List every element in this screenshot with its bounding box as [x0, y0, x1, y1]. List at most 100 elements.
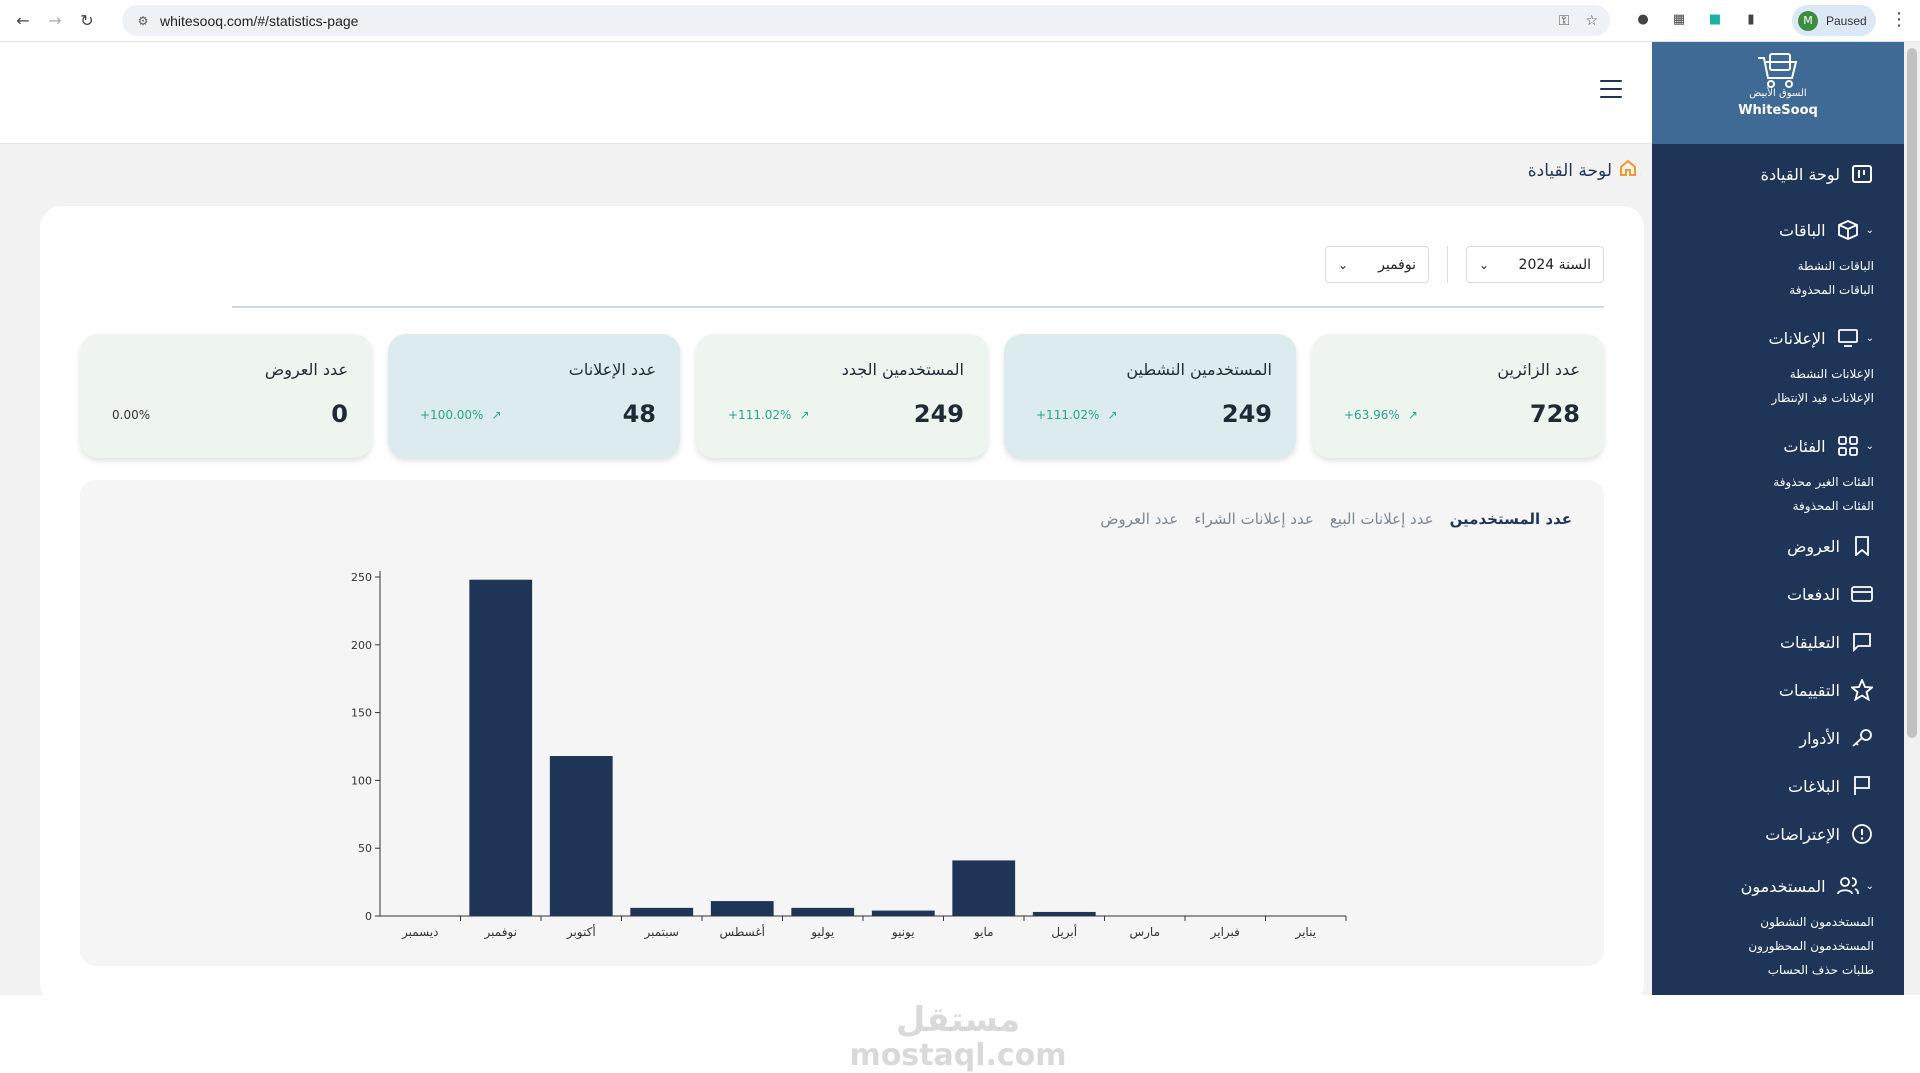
bookmark-star-icon[interactable]: ☆	[1585, 12, 1598, 29]
sidebar-logo[interactable]: السوق الأبيض WhiteSooq	[1652, 42, 1904, 144]
sidebar-item-label: الفئات	[1783, 436, 1826, 456]
sidebar-subitem-packages-deleted[interactable]: الباقات المحذوفة	[1789, 283, 1874, 297]
sidebar-item-ratings[interactable]: التقييمات	[1652, 666, 1904, 714]
sidebar-item-roles[interactable]: الأدوار	[1652, 714, 1904, 762]
alert-circle-icon	[1850, 822, 1874, 846]
stat-label: عدد العروض	[264, 360, 348, 379]
dashboard-icon	[1850, 162, 1874, 186]
stat-card-active-users: المستخدمين النشطين 249 +111.02% ↗	[1004, 334, 1296, 458]
stat-trend: +100.00% ↗	[420, 408, 502, 422]
stat-value: 0	[331, 400, 348, 428]
chevron-down-icon: ⌄	[1865, 224, 1874, 236]
sidebar-item-label: الإعلانات	[1768, 328, 1826, 348]
extension-square-icon[interactable]: ■	[1708, 11, 1722, 27]
stat-trend-value: +111.02%	[1036, 408, 1100, 422]
x-tick-label: مايو	[973, 925, 994, 940]
sidebar-item-packages[interactable]: الباقات ⌄	[1652, 206, 1904, 254]
sidebar-item-objections[interactable]: الإعتراضات	[1652, 810, 1904, 858]
sidebar-subitem-categories-active[interactable]: الفئات الغير محذوفة	[1773, 475, 1874, 489]
credit-card-icon	[1850, 582, 1874, 606]
sidebar-item-label: لوحة القيادة	[1760, 164, 1840, 184]
stat-value: 249	[913, 400, 964, 428]
reload-icon[interactable]: ↻	[80, 11, 94, 30]
sidebar-item-label: الباقات	[1779, 220, 1826, 240]
users-submenu: المستخدمون النشطون المستخدمون المحظورون …	[1652, 910, 1904, 982]
stat-card-offers: عدد العروض 0 0.00%	[80, 334, 372, 458]
back-icon[interactable]: ←	[16, 11, 30, 30]
sidebar-subitem-users-banned[interactable]: المستخدمون المحظورون	[1748, 939, 1874, 953]
x-tick-label: مارس	[1129, 925, 1160, 940]
sidebar-subitem-ads-pending[interactable]: الإعلانات قيد الإنتظار	[1771, 391, 1874, 405]
month-select[interactable]: نوفمير ⌄	[1325, 246, 1429, 283]
logo-text-ar: السوق الأبيض	[1749, 88, 1807, 99]
forward-icon[interactable]: →	[48, 11, 62, 30]
extensions-puzzle-icon[interactable]: ▮	[1747, 11, 1755, 27]
sidebar-item-ads[interactable]: الإعلانات ⌄	[1652, 314, 1904, 362]
key-icon	[1850, 726, 1874, 750]
sidebar-item-label: التقييمات	[1778, 680, 1840, 700]
address-bar[interactable]: ⚙ whitesooq.com/#/statistics-page ⚿ ☆	[122, 5, 1610, 36]
sidebar-item-label: الدفعات	[1786, 584, 1840, 604]
year-select[interactable]: السنة 2024 ⌄	[1466, 246, 1604, 283]
code-extension-icon[interactable]: ▦	[1672, 11, 1686, 27]
sidebar-item-label: الإعتراضات	[1765, 824, 1840, 844]
x-tick-label: أبريل	[1051, 924, 1077, 940]
sidebar-item-categories[interactable]: الفئات ⌄	[1652, 422, 1904, 470]
categories-grid-icon	[1836, 434, 1860, 458]
chevron-down-icon: ⌄	[1479, 257, 1490, 272]
password-key-icon[interactable]: ⚿	[1558, 12, 1570, 29]
breadcrumb: لوحة القيادة	[1528, 158, 1638, 183]
stat-trend-value: +111.02%	[728, 408, 792, 422]
sidebar-item-comments[interactable]: التعليقات	[1652, 618, 1904, 666]
watermark-en: mostaql.com	[849, 1038, 1067, 1073]
sidebar-item-label: الأدوار	[1799, 728, 1840, 748]
stat-value: 249	[1221, 400, 1272, 428]
profile-button[interactable]: M Paused	[1792, 5, 1876, 36]
watermark: مستقل mostaql.com	[838, 1001, 1078, 1073]
site-info-icon[interactable]: ⚙	[137, 13, 149, 28]
tab-sale-ads-count[interactable]: عدد إعلانات البيع	[1329, 510, 1434, 528]
month-select-value: نوفمير	[1378, 256, 1416, 273]
sidebar-subitem-packages-active[interactable]: الباقات النشطة	[1797, 259, 1874, 273]
ads-submenu: الإعلانات النشطة الإعلانات قيد الإنتظار	[1652, 362, 1904, 410]
page-scrollbar-thumb[interactable]	[1907, 48, 1917, 738]
sidebar-item-payments[interactable]: الدفعات	[1652, 570, 1904, 618]
sidebar-item-label: العروض	[1787, 536, 1840, 556]
x-tick-label: يناير	[1294, 925, 1316, 940]
sidebar-subitem-users-delete-requests[interactable]: طلبات حذف الحساب	[1767, 963, 1874, 977]
sidebar-menu: لوحة القيادة الباقات ⌄ الباقات النشطة ال…	[1652, 150, 1904, 982]
app-header	[0, 42, 1652, 144]
chevron-down-icon: ⌄	[1865, 880, 1874, 892]
stat-trend: +111.02% ↗	[1036, 408, 1118, 422]
comment-icon	[1850, 630, 1874, 654]
stat-trend-value: 0.00%	[112, 408, 151, 422]
home-icon[interactable]	[1618, 158, 1638, 183]
tab-offers-count[interactable]: عدد العروض	[1100, 510, 1179, 528]
profile-status: Paused	[1826, 13, 1867, 28]
stat-trend-value: +100.00%	[420, 408, 484, 422]
tab-purchase-ads-count[interactable]: عدد إعلانات الشراء	[1194, 510, 1314, 528]
shopping-cart-logo-icon	[1758, 53, 1798, 88]
stats-row: عدد الزائرين 728 +63.96% ↗ المستخدمين الن…	[80, 334, 1604, 458]
x-tick-label: يونيو	[891, 925, 915, 940]
chart-panel: عدد المستخدمين عدد إعلانات البيع عدد إعل…	[80, 480, 1604, 966]
filters: السنة 2024 ⌄ نوفمير ⌄	[1325, 246, 1604, 283]
sidebar-item-reports[interactable]: البلاغات	[1652, 762, 1904, 810]
sidebar-item-users[interactable]: المستخدمون ⌄	[1652, 862, 1904, 910]
extension-icon[interactable]: ●	[1637, 11, 1649, 27]
url-text[interactable]: whitesooq.com/#/statistics-page	[160, 12, 359, 29]
year-select-value: السنة 2024	[1518, 256, 1591, 273]
sidebar-item-dashboard[interactable]: لوحة القيادة	[1652, 150, 1904, 198]
tab-users-count[interactable]: عدد المستخدمين	[1449, 510, 1572, 528]
sidebar-item-offers[interactable]: العروض	[1652, 522, 1904, 570]
sidebar-subitem-categories-deleted[interactable]: الفئات المحذوفة	[1792, 499, 1874, 513]
bar-chart: 0 50 100 150 200 250 ديسمبر نوفمبر أكتوبر سبتمبر أ…	[351, 571, 1347, 940]
sidebar-subitem-ads-active[interactable]: الإعلانات النشطة	[1789, 367, 1874, 381]
hamburger-menu-icon[interactable]	[1600, 80, 1622, 98]
filter-divider	[1447, 246, 1448, 283]
browser-menu-icon[interactable]: ⋮	[1890, 9, 1908, 30]
stat-value: 48	[622, 400, 656, 428]
sidebar-subitem-users-active[interactable]: المستخدمون النشطون	[1760, 915, 1874, 929]
chart-bar	[1032, 911, 1096, 916]
y-tick-label: 150	[351, 707, 372, 720]
